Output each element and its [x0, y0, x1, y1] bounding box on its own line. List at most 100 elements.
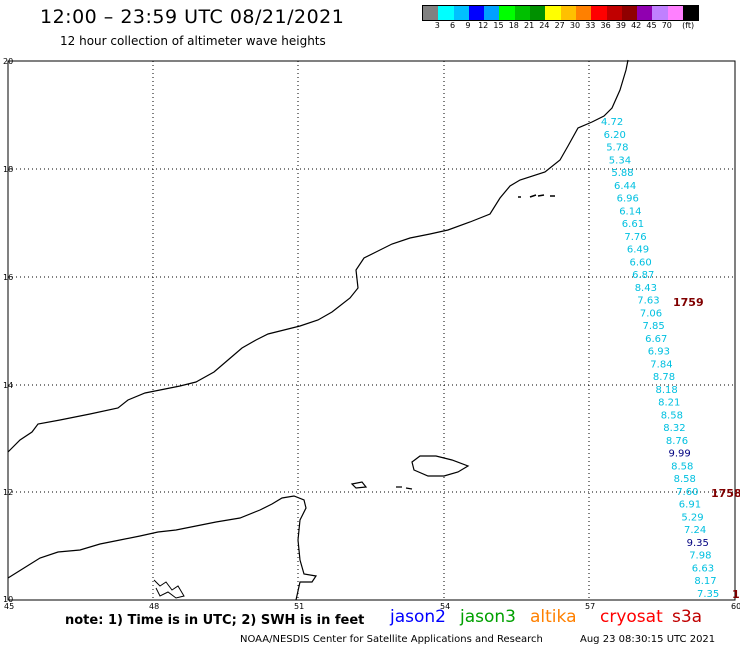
colorbar-swatch	[499, 6, 515, 20]
island-small-2	[396, 486, 413, 490]
colorbar-swatch	[468, 6, 485, 20]
wave-height-label: 6.93	[648, 347, 670, 358]
wave-height-label: 7.60	[676, 487, 698, 498]
colorbar-label: 9	[465, 21, 471, 30]
x-tick-label: 57	[585, 602, 596, 611]
x-tick-label: 45	[4, 602, 15, 611]
wave-height-label: 6.44	[614, 181, 636, 192]
colorbar-swatch	[683, 6, 699, 20]
coastline-south	[7, 495, 318, 601]
footer-note: note: 1) Time is in UTC; 2) SWH is in fe…	[65, 613, 365, 628]
satellite-legend-item: s3a	[672, 607, 703, 627]
colorbar-label: 3	[434, 21, 440, 30]
wave-height-label: 6.91	[679, 500, 701, 511]
satellite-legend-item: jason3	[460, 607, 516, 627]
wave-height-label: 8.58	[661, 410, 683, 421]
colorbar-label: 30	[569, 21, 581, 30]
wave-height-label: 8.43	[635, 283, 657, 294]
colorbar-swatch	[652, 6, 668, 20]
colorbar-swatch	[606, 6, 622, 20]
wave-height-label: 6.20	[604, 130, 626, 141]
colorbar-swatch	[560, 6, 576, 20]
coastline-arabia	[7, 59, 629, 453]
colorbar-swatch	[575, 6, 592, 20]
colorbar-swatch	[423, 6, 439, 20]
time-label: 1	[732, 588, 740, 601]
colorbar-label: 24	[539, 21, 550, 30]
y-tick-label: 18	[3, 165, 14, 174]
wave-height-label: 6.87	[632, 270, 654, 281]
wave-height-label: 6.61	[622, 219, 644, 230]
y-tick-label: 16	[3, 273, 14, 282]
wave-height-label: 8.18	[656, 385, 678, 396]
colorbar-label: 39	[615, 21, 626, 30]
x-tick-label: 48	[149, 602, 160, 611]
satellite-legend-item: jason2	[390, 607, 446, 627]
colorbar-label: 33	[585, 21, 596, 30]
colorbar-swatch	[667, 6, 684, 20]
x-tick-label: 54	[440, 602, 451, 611]
y-tick-label: 14	[3, 381, 14, 390]
island-small-1	[350, 481, 368, 489]
wave-height-label: 8.58	[671, 461, 693, 472]
y-tick-label: 10	[3, 595, 14, 604]
colorbar-label: 45	[646, 21, 657, 30]
colorbar-label: 27	[554, 21, 565, 30]
colorbar-label: 70	[661, 21, 672, 30]
colorbar-swatch	[453, 6, 469, 20]
x-tick-label: 51	[294, 602, 305, 611]
colorbar-swatch	[530, 6, 546, 20]
wave-height-label: 6.63	[692, 564, 714, 575]
y-tick-label: 20	[3, 57, 14, 66]
timestamp-text: Aug 23 08:30:15 UTC 2021	[580, 634, 716, 645]
wave-height-label: 7.76	[624, 232, 646, 243]
wave-height-label: 8.17	[694, 576, 716, 587]
wave-height-label: 7.35	[697, 589, 719, 600]
wave-height-label: 7.63	[637, 296, 659, 307]
wave-height-label: 7.24	[684, 525, 706, 536]
wave-height-label: 7.85	[643, 321, 665, 332]
y-tick-label: 12	[3, 488, 14, 497]
wave-height-label: 6.14	[619, 206, 641, 217]
map-subtitle: 12 hour collection of altimeter wave hei…	[60, 34, 326, 48]
wave-height-label: 9.99	[669, 449, 691, 460]
wave-height-track: 4.72 6.20 5.785.34 5.88 6.44 6.966.14 6.61 7.76…	[601, 117, 719, 600]
colorbar-swatch	[545, 6, 561, 20]
colorbar-label: 21	[524, 21, 535, 30]
wave-height-label: 8.76	[666, 436, 688, 447]
wave-height-label: 7.98	[689, 551, 711, 562]
colorbar-label: 36	[600, 21, 611, 30]
colorbar-swatch	[484, 6, 500, 20]
time-labels: 1759 1758 1	[673, 296, 740, 601]
wave-height-label: 5.34	[609, 155, 631, 166]
colorbar-label: 6	[450, 21, 456, 30]
colorbar-label: 42	[631, 21, 642, 30]
wave-height-label: 7.06	[640, 308, 662, 319]
colorbar-swatch	[438, 6, 454, 20]
wave-height-label: 5.29	[681, 513, 703, 524]
wave-height-label: 5.88	[611, 168, 633, 179]
colorbar-swatch	[637, 6, 653, 20]
wave-height-label: 8.32	[663, 423, 685, 434]
wave-height-label: 6.60	[630, 257, 652, 268]
island-kuria-muria	[518, 194, 555, 198]
island-socotra	[411, 455, 470, 477]
wave-height-label: 6.49	[627, 245, 649, 256]
wave-height-label: 5.78	[606, 143, 628, 154]
wave-height-label: 6.96	[617, 194, 639, 205]
wave-height-label: 8.21	[658, 398, 680, 409]
map-frame	[7, 60, 736, 601]
coastline-inlet	[153, 579, 185, 599]
wave-height-label: 8.58	[674, 474, 696, 485]
colorbar-label: 18	[508, 21, 519, 30]
wave-height-label: 6.67	[645, 334, 667, 345]
wave-height-label: 7.84	[650, 359, 672, 370]
satellite-legend-item: altika	[530, 607, 577, 627]
time-label: 1759	[673, 296, 704, 309]
credit-text: NOAA/NESDIS Center for Satellite Applica…	[240, 634, 543, 645]
colorbar-label: 15	[493, 21, 504, 30]
colorbar	[422, 5, 700, 21]
colorbar-label: (ft)	[682, 21, 695, 30]
wave-height-label: 4.72	[601, 117, 623, 128]
